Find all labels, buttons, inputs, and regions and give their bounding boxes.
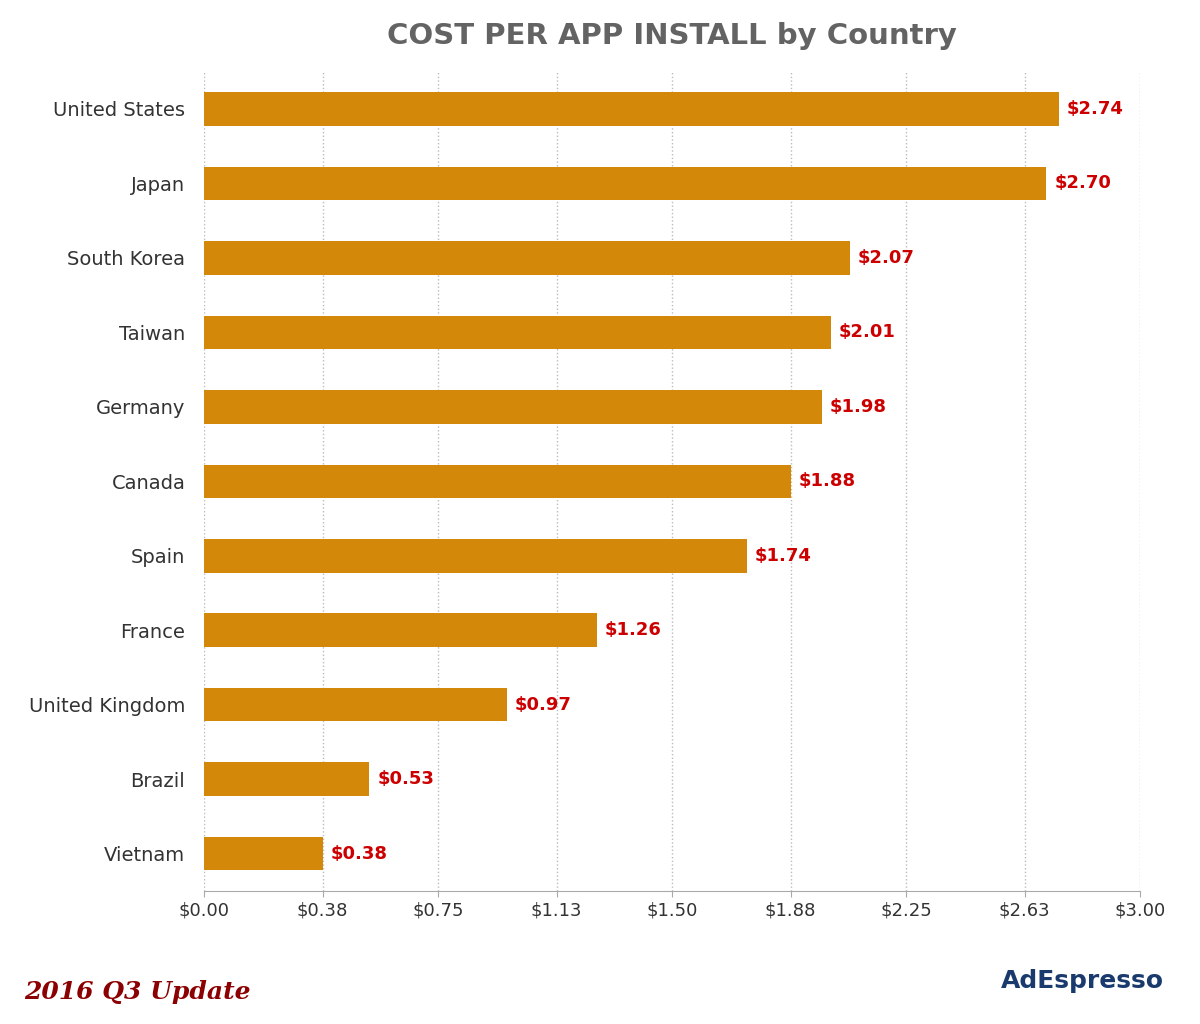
Text: $1.98: $1.98: [829, 397, 887, 416]
Bar: [204, 539, 746, 572]
Text: $2.01: $2.01: [839, 324, 895, 341]
Text: $0.97: $0.97: [515, 695, 571, 714]
Bar: [204, 92, 1058, 126]
Bar: [204, 390, 822, 424]
Text: $1.74: $1.74: [755, 547, 811, 565]
Bar: [204, 613, 598, 647]
Text: $2.74: $2.74: [1067, 100, 1123, 118]
Bar: [204, 837, 323, 870]
Bar: [204, 241, 850, 274]
Text: 2016 Q3 Update: 2016 Q3 Update: [24, 980, 251, 1004]
Bar: [204, 688, 506, 722]
Bar: [204, 315, 832, 349]
Text: $2.70: $2.70: [1055, 174, 1111, 193]
Bar: [204, 763, 370, 796]
Bar: [204, 465, 791, 498]
Text: $2.07: $2.07: [858, 249, 914, 267]
Text: $1.26: $1.26: [605, 622, 661, 639]
Bar: [204, 167, 1046, 200]
Text: $0.38: $0.38: [330, 845, 388, 862]
Text: $1.88: $1.88: [798, 472, 856, 490]
Title: COST PER APP INSTALL by Country: COST PER APP INSTALL by Country: [388, 22, 956, 50]
Text: $0.53: $0.53: [377, 770, 434, 788]
Text: AdEspresso: AdEspresso: [1001, 970, 1164, 993]
